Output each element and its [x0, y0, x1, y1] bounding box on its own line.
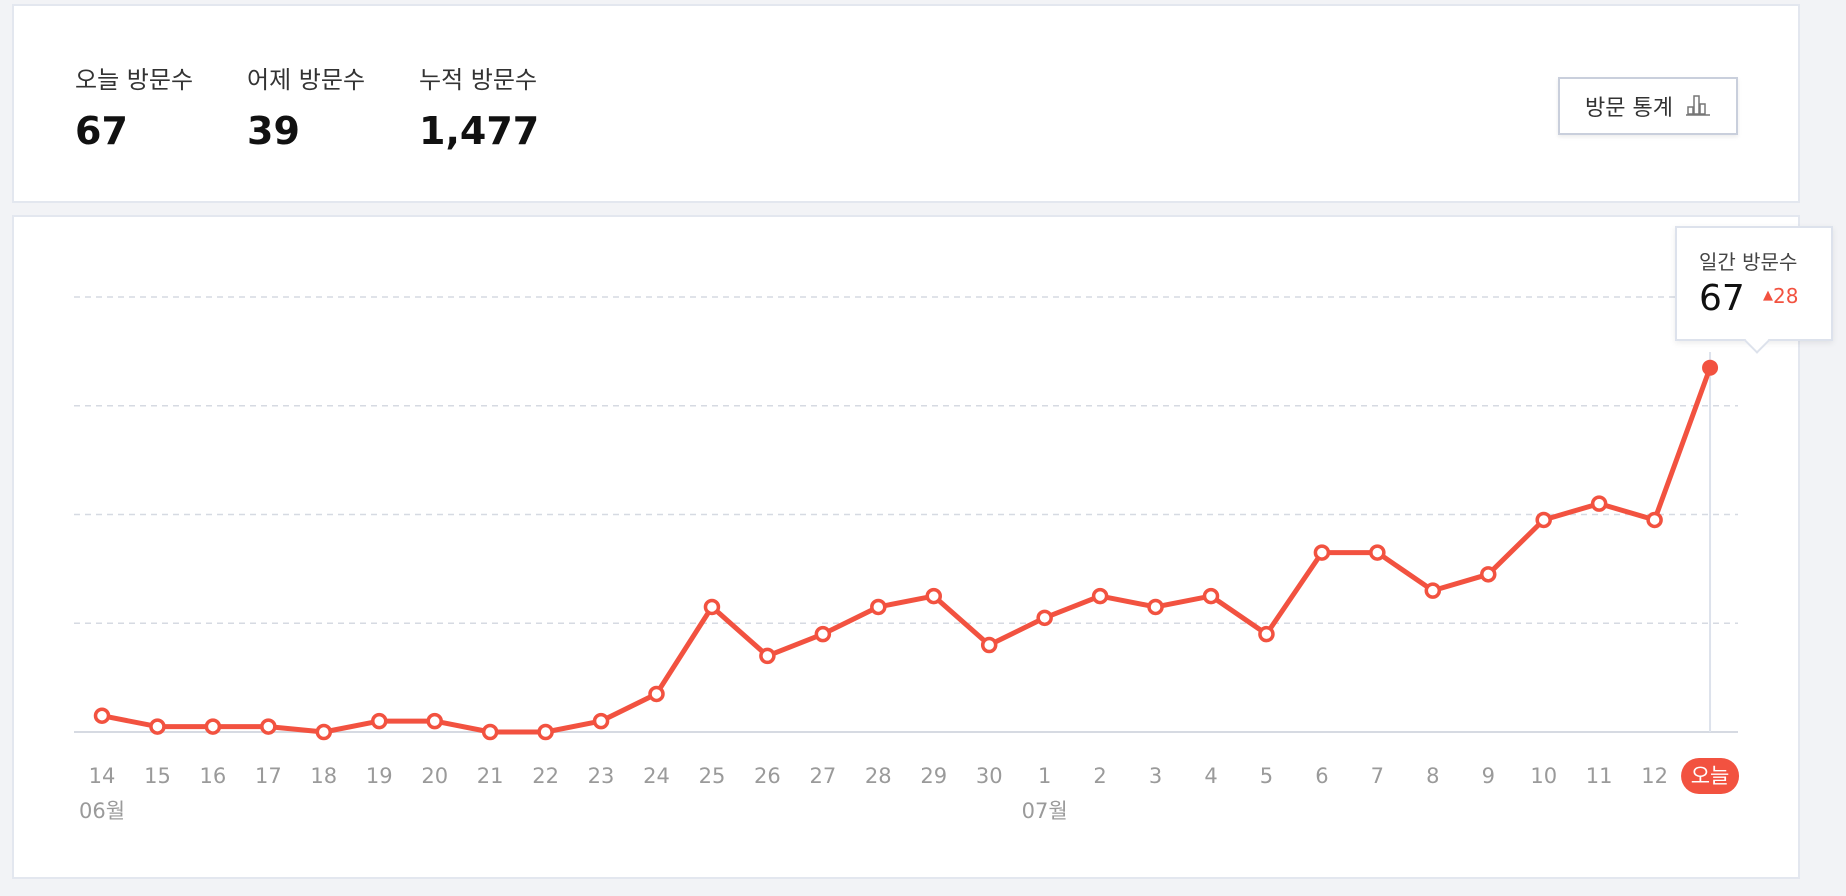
data-point	[648, 685, 665, 703]
yesterday-visits-stat: 어제 방문수 39	[247, 60, 365, 153]
data-point	[1480, 566, 1497, 583]
data-point	[1535, 511, 1552, 529]
today-visits-label: 오늘 방문수	[75, 66, 194, 94]
x-tick-label: 9	[1482, 764, 1495, 788]
data-point	[1258, 625, 1275, 643]
data-point	[481, 723, 499, 741]
data-point	[592, 712, 610, 730]
x-tick-label: 20	[421, 764, 448, 788]
x-tick-label: 30	[976, 764, 1003, 788]
total-visits-value: 1,477	[419, 109, 540, 153]
triangle-up-icon: ▲	[1763, 288, 1773, 303]
total-visits-stat: 누적 방문수 1,477	[419, 60, 539, 153]
tooltip-change: ▲28	[1763, 284, 1798, 308]
data-point	[870, 598, 887, 616]
x-tick-label: 12	[1641, 764, 1668, 788]
x-tick-label: 16	[200, 764, 227, 788]
daily-visits-tooltip: 일간 방문수 67 ▲28	[1675, 226, 1833, 354]
today-visits-stat: 오늘 방문수 67	[75, 60, 193, 153]
data-point	[1147, 598, 1164, 616]
data-point	[1091, 587, 1109, 605]
data-point	[204, 718, 222, 735]
tooltip-change-value: 28	[1773, 284, 1799, 308]
data-point	[260, 718, 277, 735]
data-point	[980, 636, 998, 654]
x-tick-label: 17	[255, 764, 282, 788]
data-point	[315, 723, 333, 741]
daily-visits-series-line	[99, 365, 1713, 735]
month-label: 07월	[1022, 799, 1068, 823]
data-point	[93, 707, 111, 724]
today-visits-value: 67	[75, 109, 128, 153]
x-tick-label: 21	[477, 764, 504, 788]
visit-stats-button-label: 방문 통계	[1585, 96, 1673, 121]
today-badge	[1681, 758, 1740, 794]
data-point	[1369, 544, 1386, 561]
data-point	[1313, 544, 1331, 561]
data-point	[1646, 511, 1663, 529]
x-tick-label: 27	[809, 764, 836, 788]
x-tick-label: 3	[1149, 764, 1162, 788]
x-tick-label: 23	[588, 764, 615, 788]
data-point	[537, 723, 554, 741]
x-tick-label: 4	[1204, 764, 1217, 788]
x-tick-label: 14	[89, 764, 116, 788]
x-tick-label: 10	[1530, 764, 1557, 788]
tooltip-value: 67	[1699, 278, 1745, 319]
bar-chart-icon	[1685, 95, 1710, 116]
x-tick-label: 6	[1315, 764, 1328, 788]
daily-visits-chart-card	[12, 215, 1800, 879]
x-tick-label-today: 오늘	[1691, 764, 1730, 788]
x-tick-label: 1	[1038, 764, 1051, 788]
yesterday-visits-value: 39	[247, 109, 300, 153]
data-point	[759, 647, 776, 665]
x-tick-label: 7	[1371, 764, 1384, 788]
x-tick-label: 5	[1260, 764, 1273, 788]
data-point	[1202, 587, 1220, 605]
data-point	[1424, 582, 1442, 599]
visitor-summary-card: 오늘 방문수 67 어제 방문수 39 누적 방문수 1,477 방문 통계	[12, 4, 1800, 203]
x-tick-label: 18	[310, 764, 337, 788]
x-tick-label: 29	[920, 764, 947, 788]
total-visits-label: 누적 방문수	[419, 66, 538, 94]
data-point	[814, 625, 832, 643]
data-point	[426, 712, 443, 730]
x-tick-label: 25	[699, 764, 726, 788]
x-tick-label: 2	[1093, 764, 1106, 788]
x-tick-label: 22	[532, 764, 559, 788]
x-tick-label: 24	[643, 764, 670, 788]
data-point	[703, 598, 721, 616]
data-point	[925, 587, 942, 605]
data-point	[1590, 495, 1608, 512]
x-tick-label: 26	[754, 764, 781, 788]
x-tick-label: 28	[865, 764, 892, 788]
yesterday-visits-label: 어제 방문수	[247, 66, 366, 94]
data-point	[371, 712, 388, 730]
data-point	[1036, 609, 1053, 627]
data-point	[149, 718, 166, 735]
month-label: 06월	[79, 799, 125, 823]
x-tick-label: 8	[1426, 764, 1439, 788]
x-tick-label: 15	[144, 764, 171, 788]
data-point-highlight	[1702, 359, 1719, 376]
visit-stats-button[interactable]: 방문 통계	[1558, 77, 1738, 135]
x-tick-label: 19	[366, 764, 393, 788]
tooltip-label: 일간 방문수	[1699, 250, 1798, 274]
x-tick-label: 11	[1586, 764, 1613, 788]
